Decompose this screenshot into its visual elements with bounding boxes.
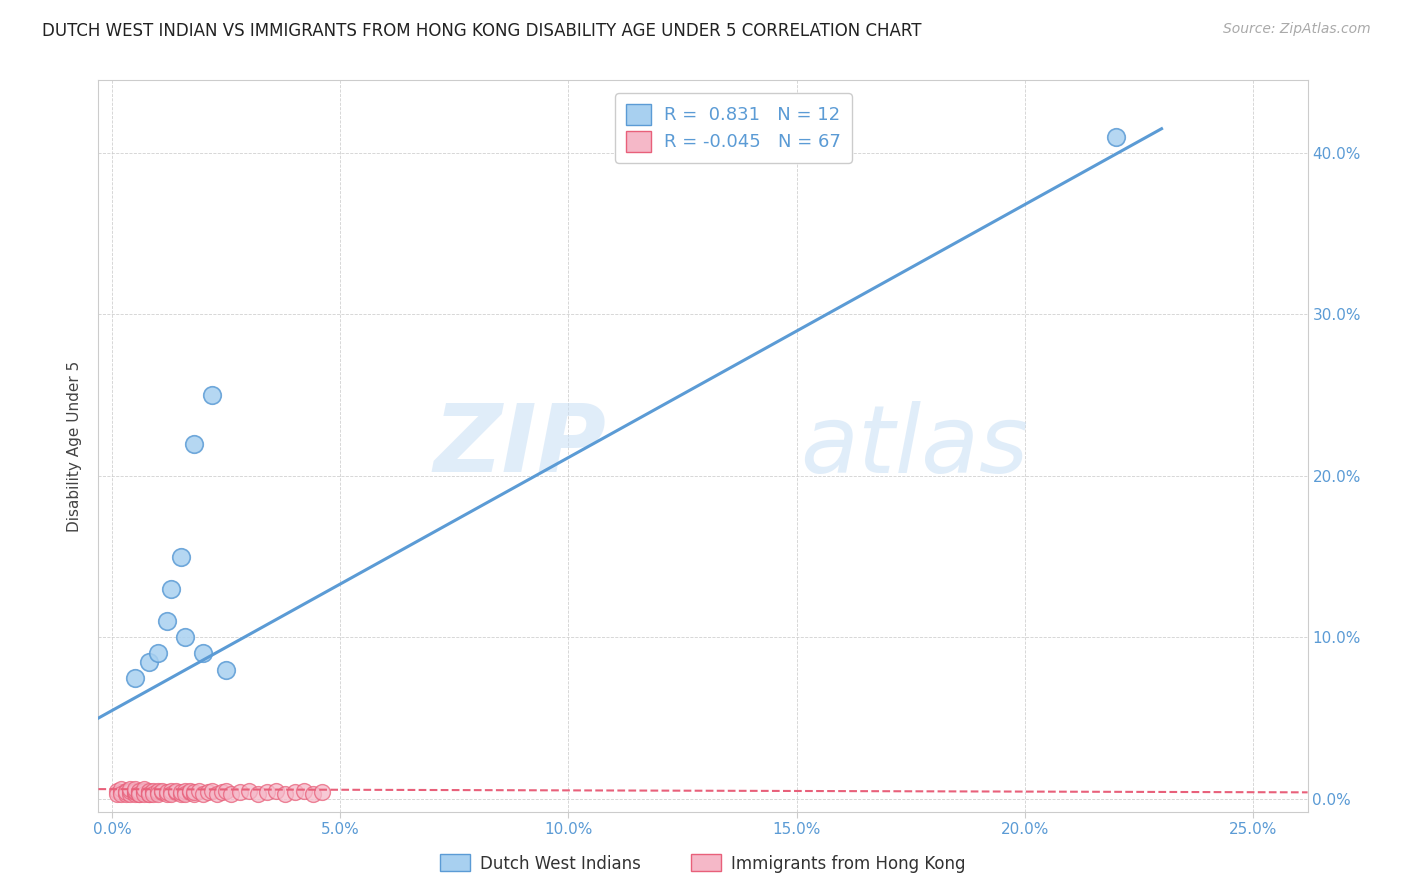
Point [215,663,238,677]
Point [183,785,205,799]
Point [146,787,169,801]
Point [169,785,191,799]
Point [201,783,224,797]
Point [183,787,205,801]
Point [105,783,128,797]
Text: atlas: atlas [800,401,1028,491]
Point [193,647,215,661]
Point [124,785,146,799]
Point [114,785,136,799]
Point [146,785,169,799]
Point [160,582,183,596]
Point [179,785,201,799]
Point [1105,129,1128,144]
Point [138,787,160,801]
Point [120,782,142,797]
Point [132,787,155,801]
Point [138,787,160,801]
Point [150,785,173,799]
Point [292,783,315,797]
Point [183,436,205,450]
Point [174,631,197,645]
Text: ZIP: ZIP [433,400,606,492]
Point [169,787,191,801]
Point [150,783,173,797]
Point [110,785,132,799]
Point [124,782,146,797]
Point [138,783,160,797]
Point [219,787,242,801]
Point [160,787,183,801]
Point [142,785,165,799]
Point [284,785,307,799]
Point [174,783,197,797]
Point [201,388,224,402]
Point [211,785,233,799]
Point [302,787,325,801]
Point [128,785,150,799]
Point [215,783,238,797]
Point [165,783,187,797]
Point [160,783,183,797]
Point [124,783,146,797]
Point [132,785,155,799]
Point [110,787,132,801]
Point [174,787,197,801]
Legend: Dutch West Indians, Immigrants from Hong Kong: Dutch West Indians, Immigrants from Hong… [433,847,973,880]
Legend: R =  0.831   N = 12, R = -0.045   N = 67: R = 0.831 N = 12, R = -0.045 N = 67 [616,93,852,162]
Point [197,785,219,799]
Point [120,787,142,801]
Point [146,647,169,661]
Point [128,787,150,801]
Point [124,671,146,685]
Point [124,787,146,801]
Point [247,787,270,801]
Point [238,783,260,797]
Point [142,783,165,797]
Text: Source: ZipAtlas.com: Source: ZipAtlas.com [1223,22,1371,37]
Point [169,549,191,564]
Point [128,783,150,797]
Point [165,785,187,799]
Point [156,614,179,628]
Point [146,783,169,797]
Point [187,783,209,797]
Text: DUTCH WEST INDIAN VS IMMIGRANTS FROM HONG KONG DISABILITY AGE UNDER 5 CORRELATIO: DUTCH WEST INDIAN VS IMMIGRANTS FROM HON… [42,22,922,40]
Point [114,783,136,797]
Point [138,655,160,669]
Point [120,783,142,797]
Point [138,785,160,799]
Point [256,785,278,799]
Point [156,787,179,801]
Point [132,783,155,797]
Point [179,783,201,797]
Point [156,785,179,799]
Point [132,782,155,797]
Point [128,787,150,801]
Point [142,787,165,801]
Point [311,785,333,799]
Point [110,782,132,797]
Point [229,785,252,799]
Y-axis label: Disability Age Under 5: Disability Age Under 5 [67,360,83,532]
Point [193,787,215,801]
Point [105,787,128,801]
Point [274,787,297,801]
Point [266,783,288,797]
Point [114,787,136,801]
Point [205,787,228,801]
